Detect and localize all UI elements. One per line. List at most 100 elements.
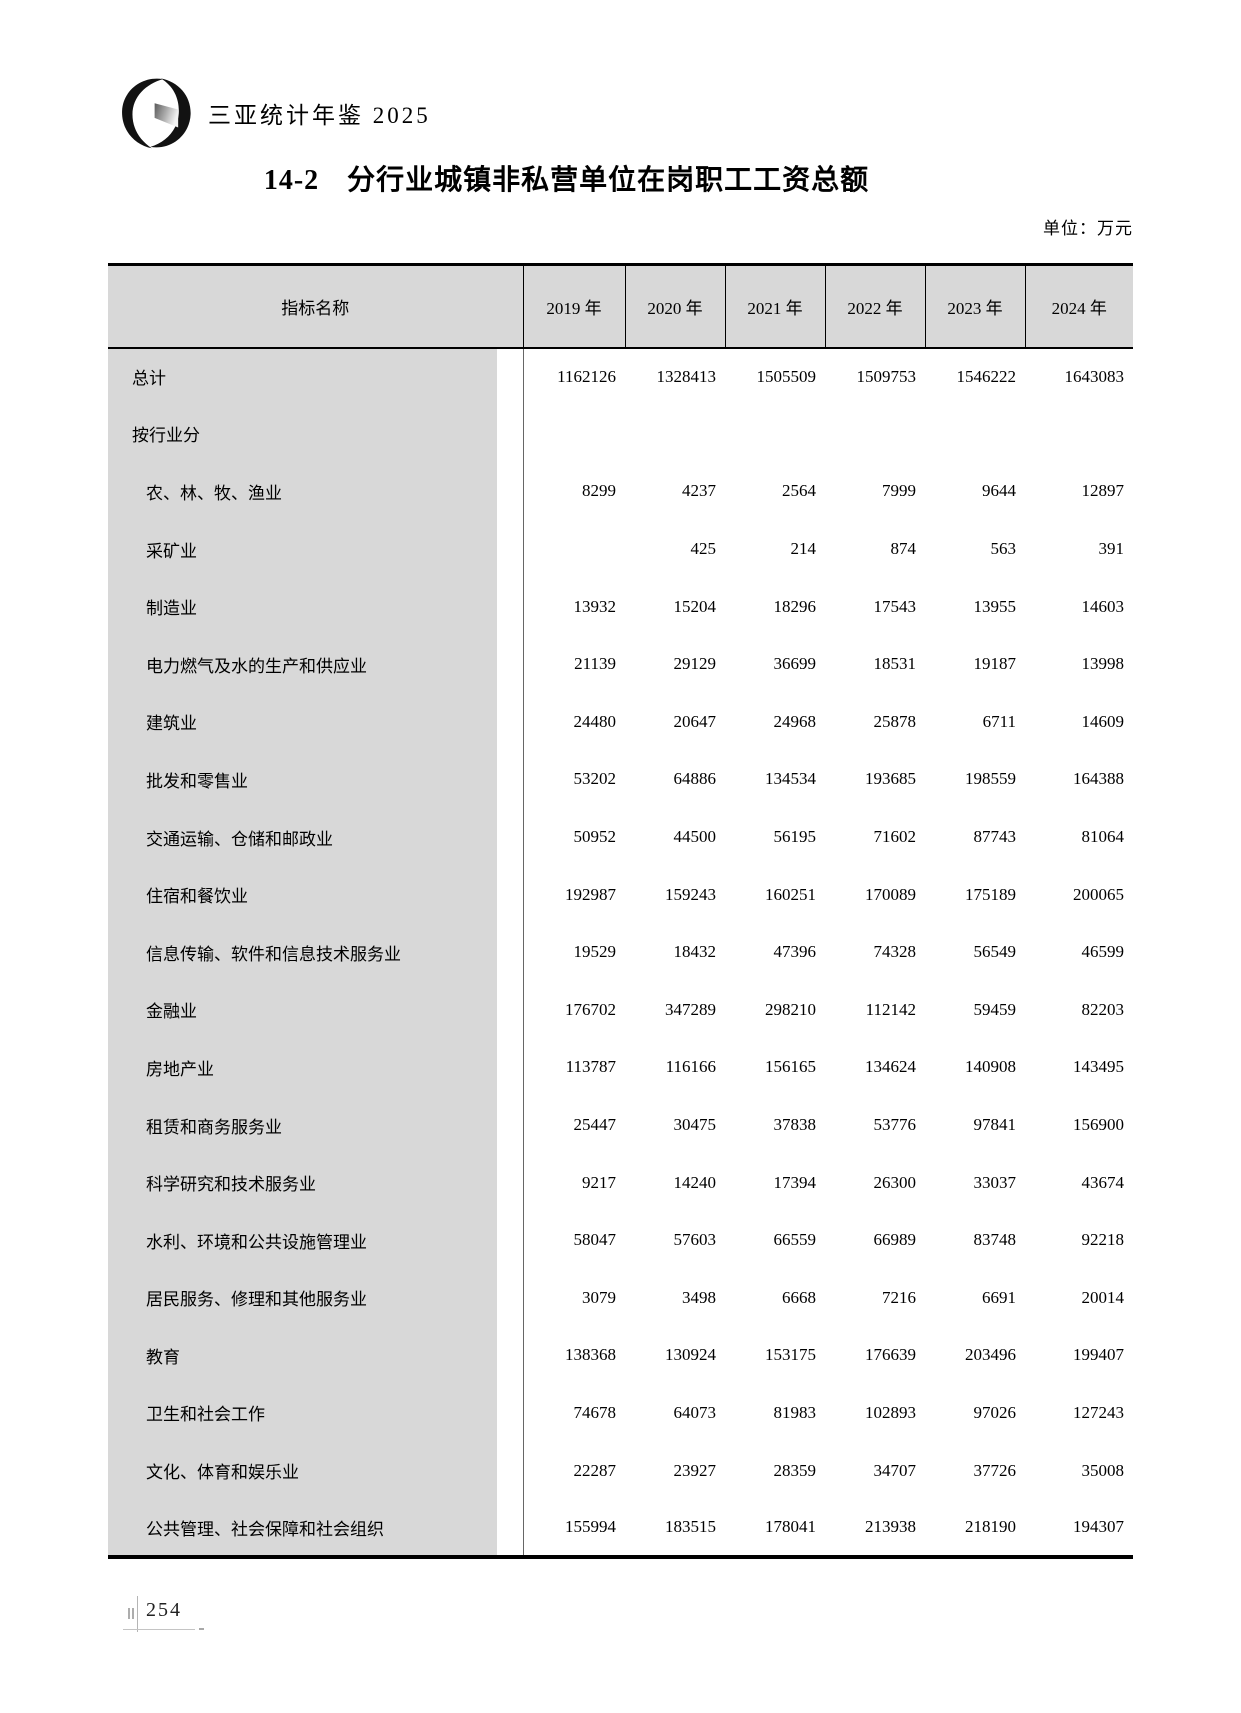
cell-value: 58047 <box>573 1230 617 1250</box>
row-spacer <box>497 750 524 809</box>
cell-value: 874 <box>890 539 917 559</box>
cell-value: 14603 <box>1081 596 1125 616</box>
row-spacer <box>497 865 524 924</box>
cell-value: 97841 <box>973 1115 1017 1135</box>
row-label: 制造业 <box>108 577 497 636</box>
cell-value: 164388 <box>1073 769 1124 789</box>
cell-value: 563 <box>990 539 1017 559</box>
cell-value: 97026 <box>973 1402 1017 1422</box>
table-row: 住宿和餐饮业 192987 159243 160251 170089 17518… <box>108 865 1133 924</box>
cell-value: 35008 <box>1081 1460 1125 1480</box>
cell-value: 178041 <box>765 1517 816 1537</box>
cell-value: 37726 <box>973 1460 1017 1480</box>
row-spacer <box>497 808 524 866</box>
wage-table: 指标名称 2019 年 2020 年 2021 年 2022 年 2023 年 … <box>108 263 1133 1559</box>
cell-value: 1509753 <box>856 366 917 386</box>
table-row: 电力燃气及水的生产和供应业 21139 29129 36699 18531 19… <box>108 635 1133 694</box>
cell-value: 13955 <box>973 596 1017 616</box>
cell-value: 24968 <box>773 711 817 731</box>
table-title-text: 分行业城镇非私营单位在岗职工工资总额 <box>347 165 870 196</box>
folio-marks-icon <box>128 1608 134 1619</box>
cell-value: 160251 <box>765 884 816 904</box>
cell-value: 23927 <box>673 1460 717 1480</box>
page-folio: 254 <box>105 1592 345 1642</box>
col-header-year-2022: 2022 年 <box>824 264 925 349</box>
table-row: 水利、环境和公共设施管理业 58047 57603 66559 66989 83… <box>108 1211 1133 1269</box>
row-spacer <box>497 693 524 751</box>
cell-value: 298210 <box>765 999 816 1019</box>
cell-value: 17543 <box>873 596 917 616</box>
cell-value: 6668 <box>782 1287 816 1307</box>
table-number: 14-2 <box>263 165 320 196</box>
cell-value: 8299 <box>582 481 616 501</box>
cell-value: 37838 <box>773 1115 817 1135</box>
cell-value: 66989 <box>873 1230 917 1250</box>
cell-value: 183515 <box>665 1517 716 1537</box>
cell-value: 74678 <box>573 1402 617 1422</box>
cell-value: 22287 <box>573 1460 617 1480</box>
cell-value: 200065 <box>1073 884 1124 904</box>
cell-value: 19529 <box>573 942 617 962</box>
unit-note: 单位：万元 <box>1043 219 1133 238</box>
cell-value: 218190 <box>965 1517 1016 1537</box>
table-row: 制造业 13932 15204 18296 17543 13955 14603 <box>108 577 1133 636</box>
cell-value: 25878 <box>873 711 917 731</box>
cell-value <box>523 520 625 578</box>
row-spacer <box>497 1153 524 1212</box>
row-label: 信息传输、软件和信息技术服务业 <box>108 923 497 982</box>
cell-value: 113787 <box>565 1057 616 1077</box>
cell-value: 18432 <box>673 942 717 962</box>
row-label: 租赁和商务服务业 <box>108 1096 497 1154</box>
cell-value: 347289 <box>665 999 716 1019</box>
row-spacer <box>497 1096 524 1154</box>
table-row: 科学研究和技术服务业 9217 14240 17394 26300 33037 … <box>108 1153 1133 1212</box>
cell-value: 83748 <box>973 1230 1017 1250</box>
cell-value: 391 <box>1098 539 1125 559</box>
cell-value: 159243 <box>665 884 716 904</box>
cell-value: 15204 <box>673 596 717 616</box>
row-spacer <box>497 1326 524 1385</box>
col-header-year-2024: 2024 年 <box>1024 264 1133 349</box>
table-row: 公共管理、社会保障和社会组织 155994 183515 178041 2139… <box>108 1499 1133 1557</box>
row-spacer <box>497 635 524 694</box>
cell-value: 13998 <box>1081 654 1125 674</box>
cell-value: 50952 <box>573 827 617 847</box>
cell-value: 87743 <box>973 827 1017 847</box>
cell-value: 175189 <box>965 884 1016 904</box>
cell-value: 12897 <box>1081 481 1125 501</box>
cell-value: 18531 <box>873 654 917 674</box>
cell-value: 43674 <box>1081 1172 1125 1192</box>
cell-value: 153175 <box>765 1345 816 1365</box>
table-row: 按行业分 <box>108 405 1133 463</box>
cell-value: 14240 <box>673 1172 717 1192</box>
cell-value: 47396 <box>773 942 817 962</box>
row-spacer <box>497 1211 524 1269</box>
cell-value: 2564 <box>782 481 816 501</box>
cell-value: 1328413 <box>656 366 717 386</box>
cell-value: 9217 <box>582 1172 616 1192</box>
row-spacer <box>497 1384 524 1442</box>
cell-value <box>725 405 825 463</box>
table-row: 教育 138368 130924 153175 176639 203496 19… <box>108 1326 1133 1385</box>
col-header-year-2020: 2020 年 <box>624 264 725 349</box>
col-header-year-2023: 2023 年 <box>924 264 1025 349</box>
cell-value: 198559 <box>965 769 1016 789</box>
row-label: 电力燃气及水的生产和供应业 <box>108 635 497 694</box>
row-label: 水利、环境和公共设施管理业 <box>108 1211 497 1269</box>
cell-value: 1643083 <box>1064 366 1125 386</box>
row-spacer <box>497 923 524 982</box>
cell-value: 56549 <box>973 942 1017 962</box>
cell-value: 6711 <box>982 711 1016 731</box>
cell-value: 1505509 <box>756 366 817 386</box>
cell-value: 1162126 <box>557 366 616 386</box>
cell-value: 6691 <box>982 1287 1016 1307</box>
cell-value: 57603 <box>673 1230 717 1250</box>
folio-horizontal-rule <box>123 1629 195 1630</box>
row-label: 教育 <box>108 1326 497 1385</box>
cell-value: 81983 <box>773 1402 817 1422</box>
table-row: 文化、体育和娱乐业 22287 23927 28359 34707 37726 … <box>108 1441 1133 1500</box>
cell-value: 25447 <box>573 1115 617 1135</box>
cell-value: 29129 <box>673 654 717 674</box>
row-spacer <box>497 347 524 406</box>
